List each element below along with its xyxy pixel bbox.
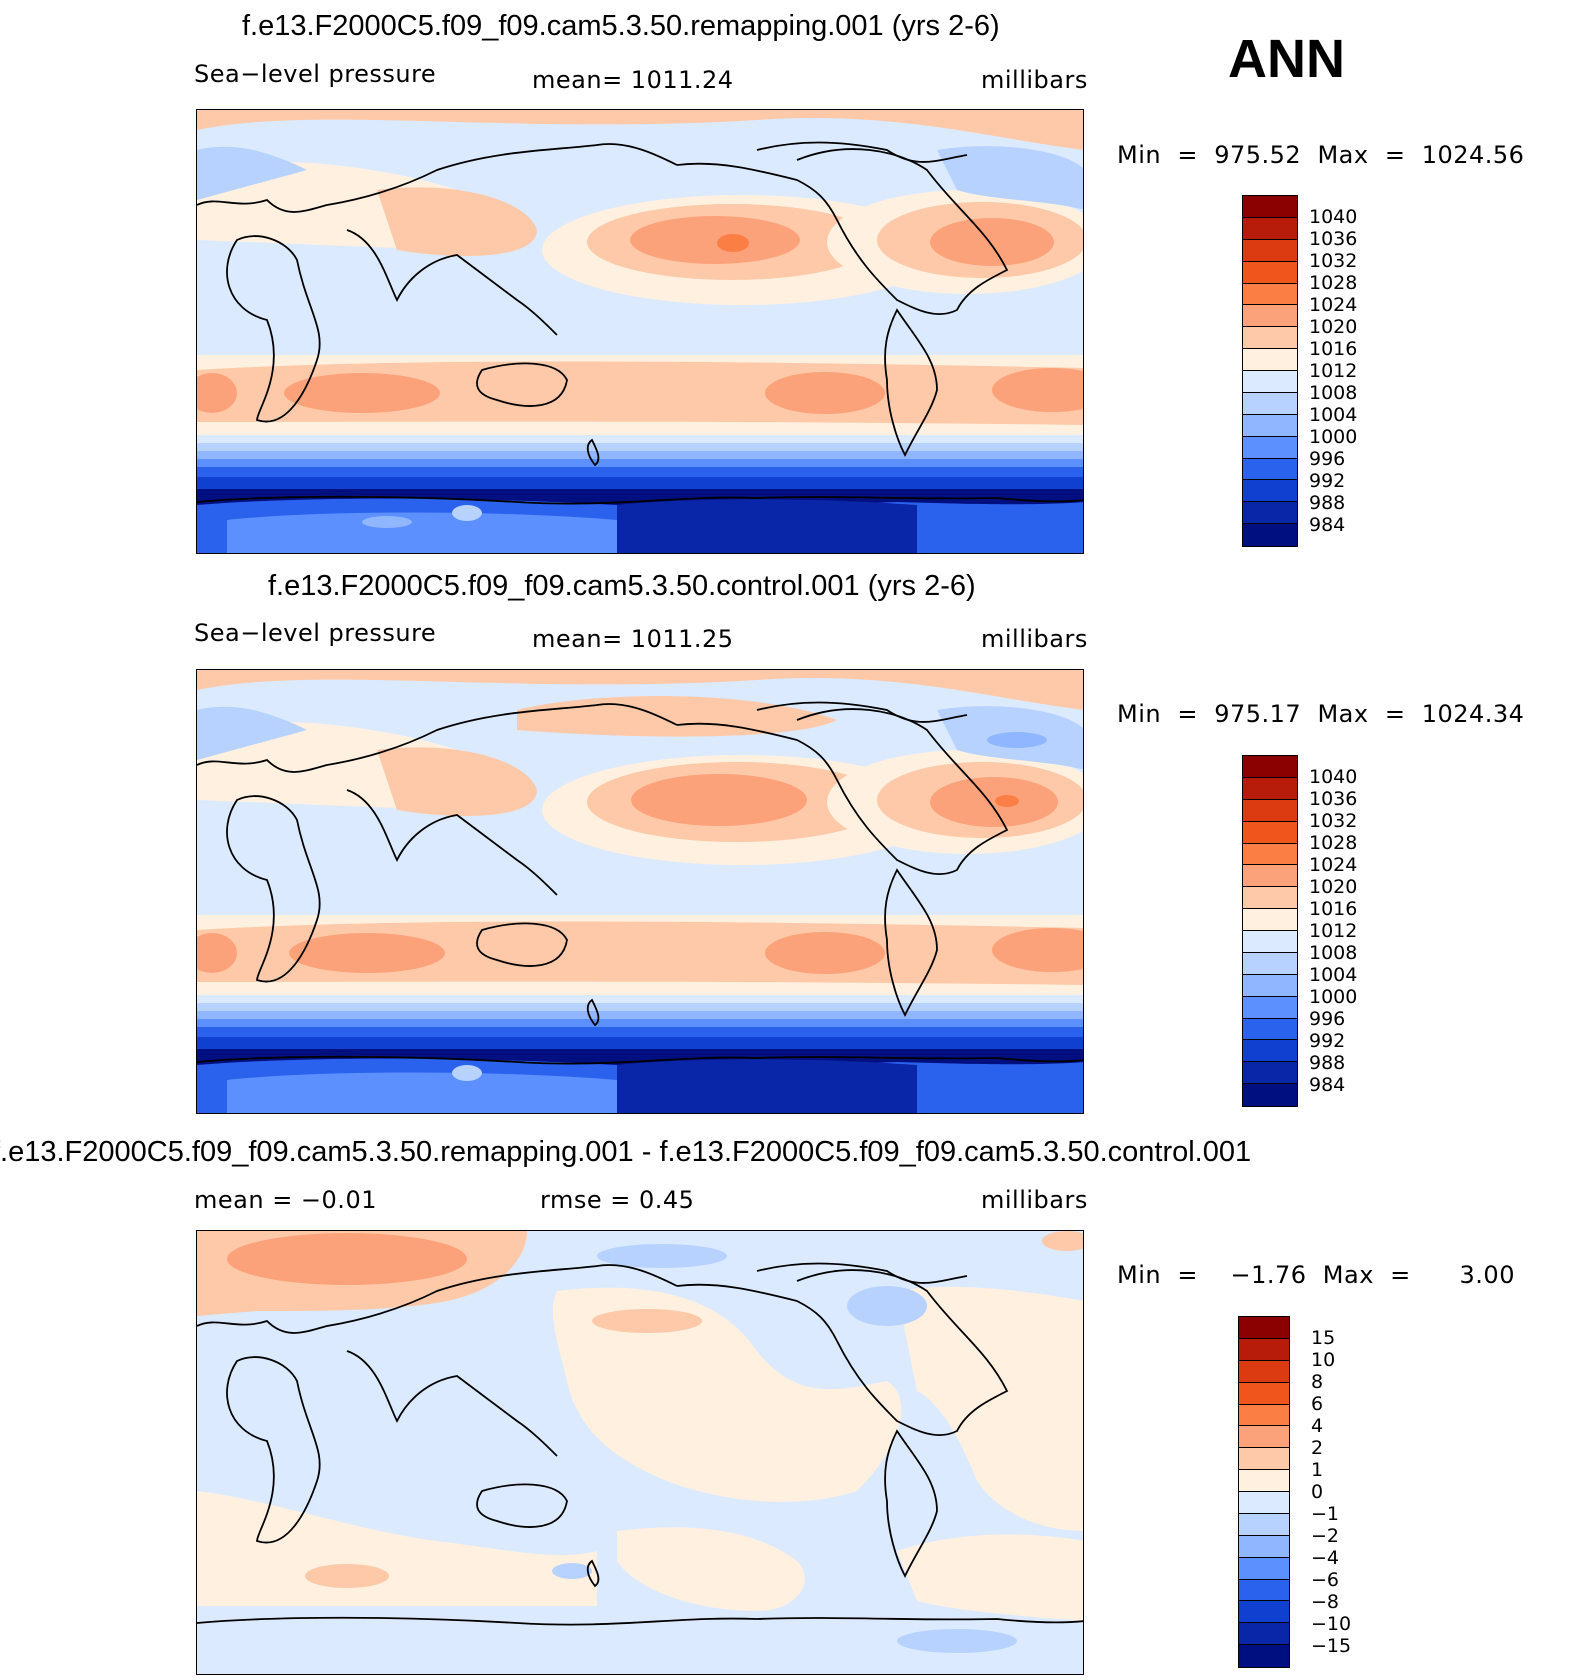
colorbar-box xyxy=(1239,1382,1289,1405)
colorbar-box xyxy=(1243,909,1297,931)
panel-3-colorbar xyxy=(1238,1316,1290,1668)
colorbar-box xyxy=(1243,799,1297,822)
colorbar-box xyxy=(1239,1623,1289,1646)
colorbar-box xyxy=(1243,305,1297,328)
colorbar-box xyxy=(1243,349,1297,371)
colorbar-box xyxy=(1243,821,1297,844)
panel-2-title: f.e13.F2000C5.f09_f09.cam5.3.50.control.… xyxy=(268,570,976,602)
colorbar-box xyxy=(1243,239,1297,262)
colorbar-box xyxy=(1243,436,1297,459)
panel-1-map xyxy=(196,109,1084,554)
colorbar-box xyxy=(1239,1317,1289,1339)
colorbar-box xyxy=(1243,777,1297,800)
panel-2-contour-field xyxy=(197,670,1083,1113)
colorbar-box xyxy=(1239,1579,1289,1602)
panel-2-coastlines xyxy=(197,701,1083,1065)
panel-2-map xyxy=(196,669,1084,1114)
colorbar-box xyxy=(1243,1018,1297,1041)
panel-1-mean: mean= 1011.24 xyxy=(532,66,734,94)
panel-1-units: millibars xyxy=(981,66,1088,94)
colorbar-box xyxy=(1243,952,1297,975)
colorbar-box xyxy=(1243,756,1297,778)
colorbar-box xyxy=(1239,1426,1289,1449)
colorbar-box xyxy=(1239,1645,1289,1667)
panel-3-units: millibars xyxy=(981,1186,1088,1214)
colorbar-box xyxy=(1239,1513,1289,1536)
panel-1-colorbar xyxy=(1242,195,1298,547)
panel-2-minmax: Min = 975.17 Max = 1024.34 xyxy=(1117,700,1525,728)
colorbar-box xyxy=(1243,887,1297,910)
colorbar-box xyxy=(1239,1448,1289,1471)
panel-2-mean: mean= 1011.25 xyxy=(532,625,734,653)
colorbar-box xyxy=(1243,865,1297,888)
season-label: ANN xyxy=(1228,29,1345,89)
panel-1-minmax: Min = 975.52 Max = 1024.56 xyxy=(1117,141,1525,169)
panel-1-variable: Sea−level pressure xyxy=(194,60,437,88)
panel-3-minmax: Min = −1.76 Max = 3.00 xyxy=(1117,1261,1515,1289)
colorbar-box xyxy=(1243,843,1297,866)
panel-1-coastlines xyxy=(197,141,1083,505)
colorbar-box xyxy=(1243,1062,1297,1085)
colorbar-box xyxy=(1239,1338,1289,1361)
panel-1-title: f.e13.F2000C5.f09_f09.cam5.3.50.remappin… xyxy=(242,10,1000,42)
panel-3-title: f.e13.F2000C5.f09_f09.cam5.3.50.remappin… xyxy=(0,1136,1252,1168)
colorbar-box xyxy=(1243,502,1297,525)
colorbar-box xyxy=(1239,1404,1289,1427)
panel-3-rmse: rmse = 0.45 xyxy=(540,1186,695,1214)
colorbar-box xyxy=(1243,1040,1297,1063)
colorbar-box xyxy=(1243,392,1297,415)
colorbar-box xyxy=(1243,996,1297,1019)
colorbar-box xyxy=(1243,974,1297,997)
colorbar-box xyxy=(1243,931,1297,953)
colorbar-box xyxy=(1239,1601,1289,1624)
colorbar-box xyxy=(1243,1084,1297,1106)
colorbar-box xyxy=(1239,1492,1289,1514)
colorbar-box xyxy=(1243,458,1297,481)
colorbar-box xyxy=(1239,1557,1289,1580)
panel-2-colorbar xyxy=(1242,755,1298,1107)
colorbar-box xyxy=(1243,261,1297,284)
panel-3-map xyxy=(196,1230,1084,1675)
colorbar-box xyxy=(1239,1360,1289,1383)
colorbar-box xyxy=(1239,1535,1289,1558)
colorbar-box xyxy=(1243,196,1297,218)
colorbar-box xyxy=(1243,283,1297,306)
panel-2-variable: Sea−level pressure xyxy=(194,619,437,647)
panel-3-contour-field xyxy=(197,1231,1083,1674)
colorbar-box xyxy=(1243,524,1297,546)
colorbar-box xyxy=(1243,371,1297,393)
colorbar-box xyxy=(1243,414,1297,437)
panel-1-contour-field xyxy=(197,110,1083,553)
colorbar-box xyxy=(1243,327,1297,350)
colorbar-box xyxy=(1243,480,1297,503)
panel-3-coastlines xyxy=(197,1262,1083,1626)
colorbar-box xyxy=(1239,1470,1289,1492)
colorbar-box xyxy=(1243,217,1297,240)
panel-3-mean: mean = −0.01 xyxy=(194,1186,377,1214)
panel-2-units: millibars xyxy=(981,625,1088,653)
